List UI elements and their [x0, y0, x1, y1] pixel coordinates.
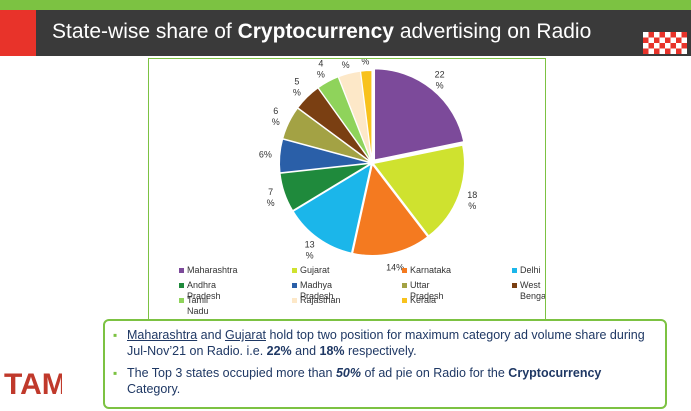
pie-chart: 22% 18% 14% 13% 7% 6% 6% 5% 4% 4% 2% Maharashtra Gu…	[179, 46, 548, 316]
pie-slice-karnataka	[352, 163, 429, 256]
data-label: 18%	[467, 190, 477, 211]
legend-label: Uttar Pradesh	[410, 280, 444, 301]
pie-slice-madhya-pradesh	[279, 138, 371, 174]
legend-item: Tamil Nadu	[179, 295, 209, 316]
data-label: 22%	[435, 70, 445, 91]
slide-header: State-wise share of Cryptocurrency adver…	[36, 10, 691, 56]
pie-slice-uttar-pradesh	[282, 107, 371, 163]
legend-item: WestBengal	[512, 280, 548, 301]
legend-label: Karnataka	[410, 265, 451, 275]
data-label: 4%	[317, 59, 325, 79]
legend-swatch	[402, 298, 407, 303]
legend-label: Tamil Nadu	[187, 295, 209, 316]
pie-slice-kerala	[360, 70, 373, 162]
insight-bullet-1: Maharashtra and Gujarat hold top two pos…	[113, 327, 655, 359]
insight-bullet-2: The Top 3 states occupied more than 50% …	[113, 365, 655, 397]
pie-slice-maharashtra	[374, 68, 465, 161]
legend-item: Andhra Pradesh	[179, 280, 221, 301]
data-label: 6%	[259, 150, 272, 160]
legend-label: WestBengal	[520, 280, 545, 301]
legend-label: Gujarat	[300, 265, 330, 275]
legend-swatch	[292, 298, 297, 303]
checker-pattern-icon	[643, 32, 687, 54]
pie-slice-gujarat	[372, 144, 465, 237]
legend-swatch	[179, 283, 184, 288]
pie-slice-delhi	[292, 163, 372, 254]
legend-label: Maharashtra	[187, 265, 238, 275]
legend-item: Delhi	[512, 265, 541, 275]
data-label: 5%	[293, 76, 301, 97]
legend-swatch	[292, 283, 297, 288]
top-green-bar	[0, 0, 691, 10]
data-label: 7%	[267, 187, 275, 208]
legend-label: Rajasthan	[300, 295, 341, 305]
legend-item: Rajasthan	[292, 295, 341, 305]
slide-title: State-wise share of Cryptocurrency adver…	[52, 20, 592, 43]
svg-text:TAM: TAM	[4, 368, 62, 401]
legend-label: Madhya Pradesh	[300, 280, 334, 301]
header-red-accent	[0, 10, 36, 56]
legend-item: Gujarat	[292, 265, 330, 275]
legend-swatch	[512, 283, 517, 288]
legend-label: Kerala	[410, 295, 436, 305]
legend-swatch	[179, 268, 184, 273]
legend-swatch	[179, 298, 184, 303]
tam-logo: TAM	[4, 368, 62, 401]
data-label: 6%	[272, 106, 280, 127]
data-label: 13%	[305, 239, 315, 260]
legend-item: Maharashtra	[179, 265, 238, 275]
legend-item: Madhya Pradesh	[292, 280, 334, 301]
legend-label: Delhi	[520, 265, 541, 275]
legend-item: Kerala	[402, 295, 436, 305]
legend-swatch	[512, 268, 517, 273]
pie-slice-andhra-pradesh	[279, 162, 371, 212]
legend-item: Uttar Pradesh	[402, 280, 444, 301]
data-label: 14%	[386, 262, 404, 272]
legend-swatch	[402, 283, 407, 288]
legend-swatch	[292, 268, 297, 273]
legend-item: Karnataka	[402, 265, 451, 275]
data-label: 4%	[342, 59, 350, 70]
legend-swatch	[402, 268, 407, 273]
insight-callout: Maharashtra and Gujarat hold top two pos…	[103, 319, 667, 409]
legend-label: Andhra Pradesh	[187, 280, 221, 301]
data-label: 2%	[361, 59, 369, 67]
chart-container: 22% 18% 14% 13% 7% 6% 6% 5% 4% 4% 2% Maharashtra Gu…	[148, 46, 548, 322]
